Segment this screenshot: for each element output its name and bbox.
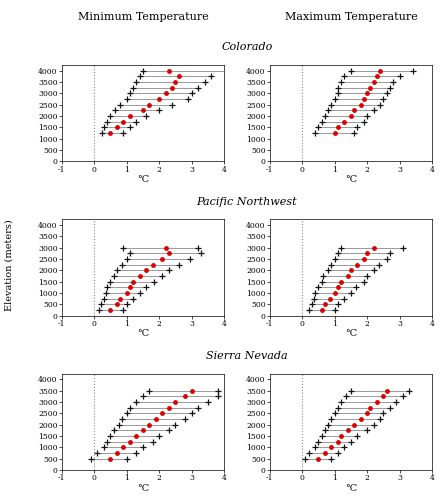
Text: Pacific Northwest: Pacific Northwest: [197, 197, 297, 207]
X-axis label: °C: °C: [345, 175, 357, 184]
Text: Colorado: Colorado: [221, 42, 273, 52]
X-axis label: °C: °C: [345, 330, 357, 338]
X-axis label: °C: °C: [137, 175, 149, 184]
X-axis label: °C: °C: [137, 484, 149, 492]
Text: Minimum Temperature: Minimum Temperature: [78, 12, 208, 22]
Text: Sierra Nevada: Sierra Nevada: [206, 351, 288, 361]
X-axis label: °C: °C: [137, 330, 149, 338]
Text: Elevation (meters): Elevation (meters): [4, 219, 13, 311]
Text: Maximum Temperature: Maximum Temperature: [284, 12, 417, 22]
X-axis label: °C: °C: [345, 484, 357, 492]
